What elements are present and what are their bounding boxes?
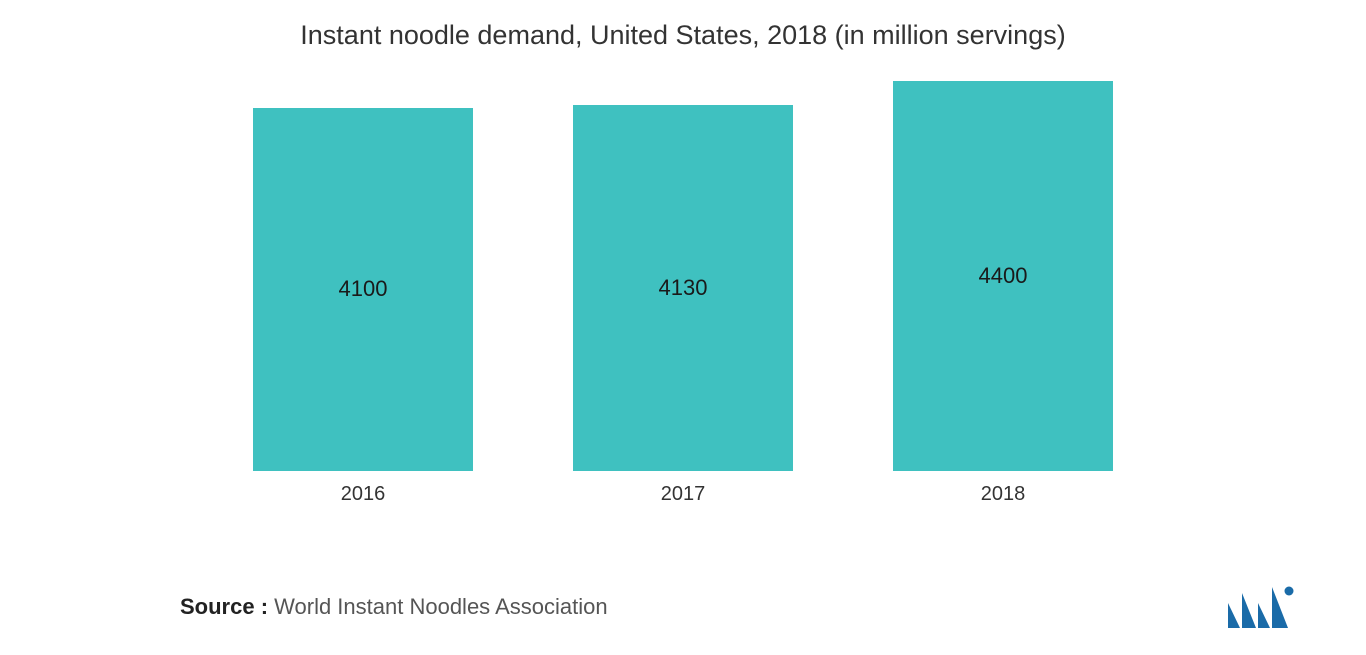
bar-value-2: 4400 xyxy=(979,263,1028,289)
bar-2: 4400 xyxy=(893,81,1113,471)
source-label: Source : xyxy=(180,594,268,619)
bar-1: 4130 xyxy=(573,105,793,471)
source-text: World Instant Noodles Association xyxy=(268,594,608,619)
bar-value-0: 4100 xyxy=(339,276,388,302)
mordor-logo-icon xyxy=(1226,585,1296,630)
bar-wrapper-2: 4400 xyxy=(893,81,1113,471)
x-axis-label-2: 2018 xyxy=(893,483,1113,506)
x-axis-label-0: 2016 xyxy=(253,483,473,506)
bar-wrapper-1: 4130 xyxy=(573,105,793,471)
chart-title: Instant noodle demand, United States, 20… xyxy=(0,0,1366,61)
bars-container: 4100 4130 4400 xyxy=(0,81,1366,471)
x-axis-labels: 2016 2017 2018 xyxy=(0,483,1366,506)
chart-area: 4100 4130 4400 2016 2017 2018 xyxy=(0,81,1366,511)
bar-value-1: 4130 xyxy=(659,275,708,301)
bar-0: 4100 xyxy=(253,108,473,471)
bar-wrapper-0: 4100 xyxy=(253,108,473,471)
source-line: Source : World Instant Noodles Associati… xyxy=(180,594,608,620)
x-axis-label-1: 2017 xyxy=(573,483,793,506)
